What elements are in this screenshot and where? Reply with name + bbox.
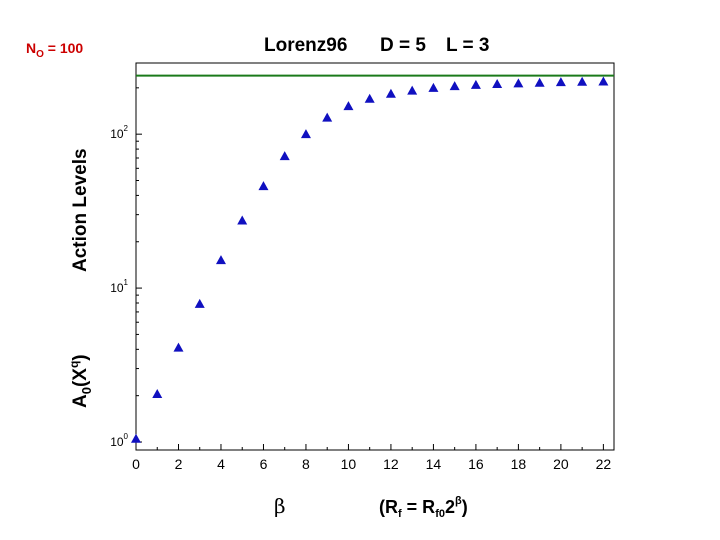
data-point [258, 181, 269, 191]
corner-note-sub: O [36, 48, 44, 60]
data-point [173, 342, 184, 352]
x-tick-label: 6 [260, 456, 268, 472]
data-point [449, 81, 460, 91]
x-tick-label: 18 [511, 456, 527, 472]
x-tick-label: 4 [217, 456, 225, 472]
data-point [279, 151, 290, 161]
x-tick-label: 16 [468, 456, 484, 472]
plot-frame [135, 62, 615, 451]
y-tick-label: 100 [110, 432, 128, 449]
data-point [555, 77, 566, 87]
x-tick-label: 0 [132, 456, 140, 472]
x-tick-label: 10 [341, 456, 357, 472]
x-label-eq: = R [402, 497, 436, 517]
data-point [428, 82, 439, 92]
y-axis-label-top: Action Levels [70, 148, 91, 272]
x-axis-label-formula: (Rf = Rf02β) [379, 495, 468, 520]
chart-title-l: L = 3 [446, 35, 489, 56]
y-label-paren-close: ) [70, 354, 91, 360]
y-tick-label: 102 [110, 124, 128, 141]
corner-note-rest: = 100 [43, 40, 84, 56]
x-axis-label-beta: β [274, 494, 286, 518]
x-tick-label: 8 [302, 456, 310, 472]
y-label-q-sup: q [67, 361, 81, 368]
data-point [194, 298, 205, 308]
x-label-f0-sub: f0 [435, 508, 445, 520]
data-points [131, 76, 609, 443]
y-label-a: A [70, 394, 91, 408]
data-point [513, 78, 524, 88]
data-point [407, 85, 418, 95]
data-point [385, 88, 396, 98]
x-tick-label: 22 [596, 456, 612, 472]
corner-note-base: N [26, 40, 37, 56]
y-tick-label: 101 [110, 278, 128, 295]
data-point [364, 93, 375, 103]
data-point [534, 77, 545, 87]
data-point [215, 255, 226, 265]
data-point [343, 101, 354, 111]
y-label-a-sub: 0 [79, 387, 94, 394]
data-point [492, 78, 503, 88]
data-point [577, 76, 588, 86]
x-axis-ticks: 0 2 4 6 8 10 12 14 16 18 20 22 [132, 444, 611, 472]
x-tick-label: 12 [383, 456, 399, 472]
x-tick-label: 2 [175, 456, 183, 472]
x-label-beta-sup: β [455, 495, 462, 507]
y-axis-ticks: 100 101 102 [110, 87, 142, 449]
data-point [152, 389, 163, 399]
x-tick-label: 20 [553, 456, 569, 472]
y-label-paren-open: (X [70, 368, 91, 387]
x-label-two: 2 [445, 497, 455, 517]
chart-title-d: D = 5 [380, 35, 426, 56]
x-label-f-sub: f [398, 508, 402, 520]
data-point [300, 129, 311, 139]
data-point [322, 112, 333, 122]
x-label-open: (R [379, 497, 398, 517]
data-point [237, 215, 248, 225]
chart-title-model: Lorenz96 [264, 35, 347, 56]
y-axis-label-bottom: A0(Xq) [67, 354, 94, 408]
x-label-close: ) [462, 497, 468, 517]
data-point [598, 76, 609, 86]
x-tick-label: 14 [426, 456, 442, 472]
corner-note: NO = 100 [26, 40, 83, 60]
data-point [470, 79, 481, 89]
data-point [131, 433, 141, 443]
